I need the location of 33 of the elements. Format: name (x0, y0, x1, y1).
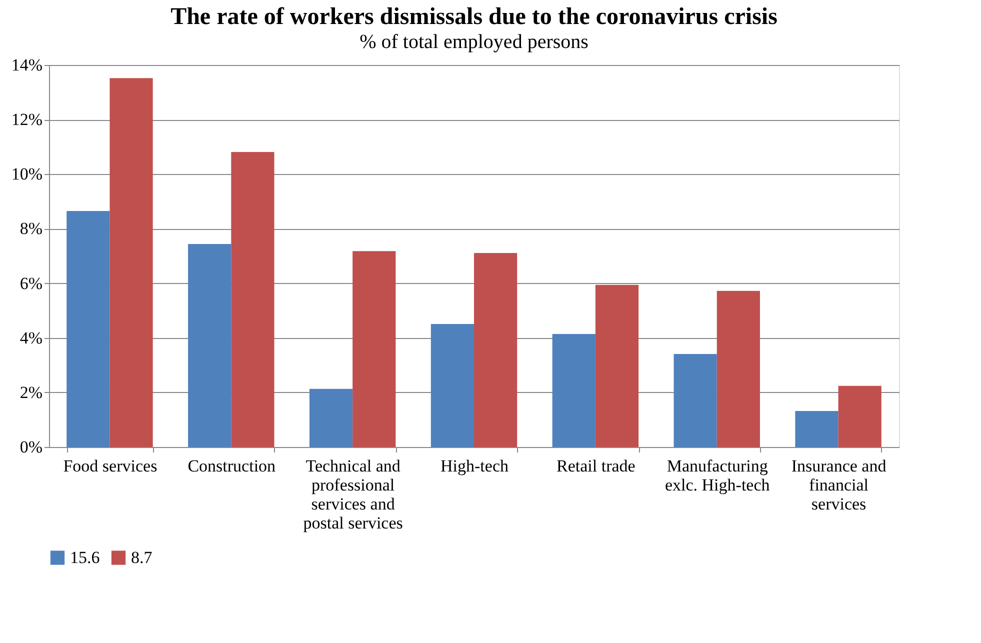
chart-title: The rate of workers dismissals due to the coronavirus crisis (170, 4, 778, 30)
bar (188, 244, 232, 447)
y-tick-label: 0% (20, 438, 42, 456)
x-tick-label: Food services (63, 456, 158, 476)
x-tick-label: Retail trade (556, 456, 636, 476)
x-tick-label: Insurance and financial services (791, 456, 887, 514)
x-tick-label: Construction (188, 456, 276, 476)
bar (309, 388, 353, 447)
bar (674, 354, 717, 447)
legend-label: 8.7 (131, 548, 153, 567)
bar (110, 78, 153, 447)
x-tick-label: Technical and professional services and postal services (303, 456, 403, 532)
bar (231, 152, 274, 447)
y-tick-label: 14% (11, 56, 42, 74)
bar (716, 290, 760, 447)
bar (595, 284, 639, 447)
x-tick-label: High-tech (440, 456, 509, 476)
legend-label: 15.6 (70, 548, 100, 567)
y-tick-label: 10% (11, 164, 42, 184)
bar (795, 410, 838, 447)
bar (66, 210, 110, 447)
y-tick-label: 6% (20, 274, 42, 293)
x-tick-label: Manufacturing exlc. High-tech (664, 456, 770, 494)
y-tick-label: 2% (20, 382, 42, 402)
y-tick-label: 4% (20, 328, 42, 348)
bar (474, 253, 518, 447)
bar (838, 386, 882, 447)
bar (352, 251, 396, 447)
chart-subtitle: % of total employed persons (360, 31, 589, 53)
bar (430, 324, 474, 447)
y-tick-label: 8% (20, 219, 42, 238)
y-tick-label: 12% (11, 110, 42, 130)
bar (552, 334, 596, 447)
